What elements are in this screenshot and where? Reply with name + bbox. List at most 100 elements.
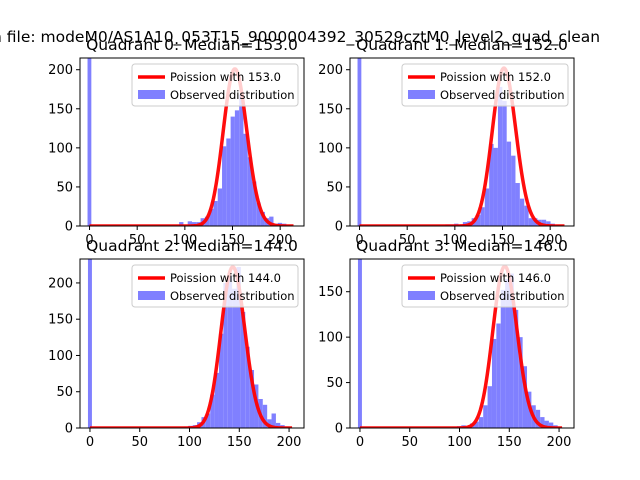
quadrant-2-observed-bar <box>210 394 215 428</box>
quadrant-3-title: Quadrant 3: Median=146.0 <box>356 237 568 255</box>
quadrant-1-x-tick-label: 50 <box>399 233 416 248</box>
quadrant-3-legend-box <box>401 264 569 308</box>
quadrant-0-x-tick-label: 150 <box>220 233 245 248</box>
quadrant-2-x-tick-label: 150 <box>227 435 252 450</box>
quadrant-3-observed-bar <box>357 259 362 428</box>
quadrant-3-observed-bar <box>509 273 514 428</box>
quadrant-2-observed-bar <box>249 369 255 428</box>
quadrant-2-legend-observed-swatch <box>138 291 165 300</box>
quadrant-2-x-tick-label: 50 <box>131 435 148 450</box>
quadrant-2-observed-bar <box>240 311 246 428</box>
quadrant-2-observed-bar <box>271 413 276 428</box>
quadrant-1-legend-box <box>401 63 569 107</box>
quadrant-3-axes-frame <box>349 258 575 429</box>
quadrant-2-x-tick-label: 200 <box>277 435 302 450</box>
figure-suptitle: n file: modeM0/AS1A10_053T15_9000004392_… <box>0 28 600 47</box>
quadrant-0-observed-bar <box>217 188 223 226</box>
quadrant-3-observed-bar <box>500 289 506 428</box>
quadrant-1-observed-bar <box>497 86 503 226</box>
quadrant-3-y-tick-label: 0 <box>335 422 343 437</box>
quadrant-3-observed-bar <box>496 323 501 428</box>
quadrant-2-y-tick-label: 0 <box>65 422 73 437</box>
quadrant-1-observed-bar <box>524 205 529 226</box>
quadrant-3-observed-bar <box>483 405 488 428</box>
quadrant-1-plot-area <box>357 58 566 226</box>
quadrant-0-legend-poisson-label: Poission with 153.0 <box>170 70 281 84</box>
quadrant-3-observed-bar <box>487 386 492 428</box>
quadrant-3-x-tick-label: 50 <box>401 435 418 450</box>
quadrant-0-observed-bar <box>247 157 253 226</box>
quadrant-0-y-tick-label: 150 <box>48 102 73 117</box>
quadrant-3-chart: 0 50 100 150 200 0 50 100 150 Quadrant 3: Median=… <box>318 237 575 450</box>
quadrant-1-observed-bar <box>511 155 516 226</box>
quadrant-2-observed-bar <box>262 404 268 428</box>
quadrant-0-observed-bar <box>187 221 192 226</box>
quadrant-0-observed-bar <box>230 116 235 226</box>
quadrant-0-y-tick-label: 0 <box>65 220 73 235</box>
quadrant-3-observed-bar <box>505 278 510 428</box>
quadrant-0-observed-bar <box>226 138 231 226</box>
quadrant-3-observed-bar <box>491 338 497 428</box>
quadrant-2-axes-frame <box>79 258 305 429</box>
quadrant-0-legend-observed-swatch <box>138 90 165 99</box>
quadrant-1-legend: Poission with 152.0 Observed distribution <box>401 63 569 107</box>
quadrant-1-y-tick-label: 0 <box>335 220 343 235</box>
quadrant-1-y-tick-label: 150 <box>318 102 343 117</box>
quadrant-0-observed-bar <box>87 58 92 226</box>
quadrant-0-title: Quadrant 0: Median=153.0 <box>86 36 298 54</box>
quadrant-0-observed-bar <box>213 201 218 226</box>
quadrant-2-y-tick-label: 150 <box>48 313 73 328</box>
quadrant-1-observed-bar <box>528 218 534 226</box>
quadrant-1-legend-observed-label: Observed distribution <box>440 88 565 102</box>
quadrant-1-x-tick-label: 100 <box>442 233 467 248</box>
quadrant-2-observed-bar <box>87 259 92 428</box>
quadrant-0-y-tick-label: 100 <box>48 141 73 156</box>
quadrant-0-observed-bar <box>234 110 240 226</box>
quadrant-2-observed-bar <box>245 346 250 428</box>
quadrant-1-observed-bar <box>541 219 547 226</box>
quadrant-2-observed-bar <box>214 372 219 428</box>
quadrant-3-y-tick-label: 150 <box>318 285 343 300</box>
quadrant-3-observed-bar <box>522 366 528 428</box>
quadrant-3-observed-bar <box>540 417 545 428</box>
quadrant-3-x-tick-label: 200 <box>547 435 572 450</box>
quadrant-2-chart: 0 50 100 150 200 0 50 100 150 200 Quadrant 2: Medi… <box>48 237 305 450</box>
quadrant-1-observed-bar <box>484 188 490 226</box>
quadrant-0-legend: Poission with 153.0 Observed distribution <box>131 63 299 107</box>
quadrant-3-observed-bar <box>478 417 484 428</box>
quadrant-2-y-tick-label: 50 <box>56 385 73 400</box>
quadrant-1-observed-bar <box>515 183 520 226</box>
quadrant-1-chart: 0 50 100 150 200 0 50 100 150 200 Quadrant 1: Medi… <box>318 36 575 248</box>
quadrant-1-observed-bar <box>493 147 498 226</box>
quadrant-1-axes-frame <box>349 57 575 227</box>
quadrant-1-observed-bar <box>476 215 481 226</box>
quadrant-1-y-tick-label: 50 <box>326 180 343 195</box>
quadrant-0-x-tick-label: 50 <box>129 233 146 248</box>
quadrant-2-observed-bar <box>227 275 233 428</box>
quadrant-0-observed-bar <box>256 202 261 226</box>
quadrant-2-observed-bar <box>223 282 228 428</box>
quadrant-2-observed-bar <box>232 288 237 428</box>
quadrant-0-y-tick-label: 50 <box>56 180 73 195</box>
quadrant-0-x-tick-label: 100 <box>172 233 197 248</box>
quadrant-0-observed-bar <box>269 216 274 226</box>
quadrant-3-observed-bar <box>548 422 554 428</box>
quadrant-2-x-tick-label: 100 <box>177 435 202 450</box>
quadrant-2-observed-bar <box>267 419 272 428</box>
quadrant-0-legend-observed-label: Observed distribution <box>170 88 295 102</box>
quadrant-2-x-tick-label: 0 <box>86 435 94 450</box>
quadrant-1-legend-observed-swatch <box>408 90 435 99</box>
quadrant-3-legend-observed-swatch <box>408 291 435 300</box>
quadrant-3-observed-bar <box>474 421 479 428</box>
quadrant-3-observed-bar <box>544 420 549 428</box>
quadrant-1-y-tick-label: 200 <box>318 63 343 78</box>
quadrant-3-observed-bar <box>535 409 541 428</box>
quadrant-2-legend-observed-label: Observed distribution <box>170 289 295 303</box>
quadrant-3-observed-bar <box>513 309 519 428</box>
quadrant-2-observed-bar <box>275 422 281 428</box>
quadrant-2-title: Quadrant 2: Median=144.0 <box>86 237 298 255</box>
quadrant-0-x-tick-label: 200 <box>268 233 293 248</box>
quadrant-3-x-tick-label: 0 <box>356 435 364 450</box>
quadrant-0-chart: 0 50 100 150 200 0 50 100 150 200 Quadrant 0: Medi… <box>48 36 305 248</box>
quadrant-0-observed-bar <box>260 211 265 226</box>
